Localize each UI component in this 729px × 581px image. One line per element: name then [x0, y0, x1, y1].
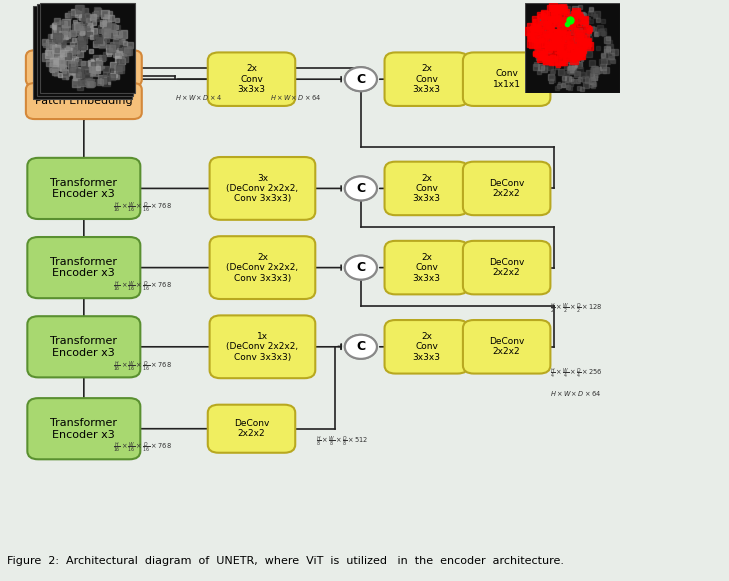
Text: DeConv
2x2x2: DeConv 2x2x2	[234, 419, 269, 439]
Text: Transformer
Encoder x3: Transformer Encoder x3	[50, 178, 117, 199]
FancyBboxPatch shape	[28, 316, 140, 378]
Text: C: C	[356, 261, 365, 274]
Circle shape	[345, 256, 377, 279]
Text: $H\times W\times D\times4$: $H\times W\times D\times4$	[175, 93, 222, 102]
Circle shape	[345, 177, 377, 200]
Text: C: C	[356, 73, 365, 85]
Text: 2x
Conv
3x3x3: 2x Conv 3x3x3	[413, 64, 440, 94]
Text: 2x
(DeConv 2x2x2,
Conv 3x3x3): 2x (DeConv 2x2x2, Conv 3x3x3)	[227, 253, 298, 282]
FancyBboxPatch shape	[208, 52, 295, 106]
FancyBboxPatch shape	[26, 50, 141, 87]
FancyBboxPatch shape	[463, 52, 550, 106]
FancyBboxPatch shape	[463, 241, 550, 295]
Circle shape	[345, 67, 377, 91]
Text: 2x
Conv
3x3x3: 2x Conv 3x3x3	[238, 64, 265, 94]
FancyBboxPatch shape	[384, 162, 468, 215]
Text: $\frac{H}{16}\times\frac{W}{16}\times\frac{D}{16}\times768$: $\frac{H}{16}\times\frac{W}{16}\times\fr…	[113, 201, 171, 215]
FancyBboxPatch shape	[209, 236, 315, 299]
Text: $\frac{H}{16}\times\frac{W}{16}\times\frac{D}{16}\times768$: $\frac{H}{16}\times\frac{W}{16}\times\fr…	[113, 442, 171, 456]
Text: C: C	[356, 340, 365, 353]
Text: Figure  2:  Architectural  diagram  of  UNETR,  where  ViT  is  utilized   in  t: Figure 2: Architectural diagram of UNETR…	[7, 555, 564, 566]
FancyBboxPatch shape	[28, 398, 140, 460]
Text: C: C	[356, 261, 365, 274]
Text: Conv
1x1x1: Conv 1x1x1	[493, 70, 521, 89]
Text: $H\times W\times D\times64$: $H\times W\times D\times64$	[270, 93, 321, 102]
Text: C: C	[356, 73, 365, 85]
Text: DeConv
2x2x2: DeConv 2x2x2	[489, 337, 524, 357]
Text: Transformer
Encoder x3: Transformer Encoder x3	[50, 418, 117, 439]
Circle shape	[345, 335, 377, 359]
FancyBboxPatch shape	[209, 157, 315, 220]
Circle shape	[345, 177, 377, 200]
Text: C: C	[356, 182, 365, 195]
FancyBboxPatch shape	[209, 315, 315, 378]
Circle shape	[345, 256, 377, 279]
FancyBboxPatch shape	[26, 83, 141, 119]
Text: Transformer
Encoder x3: Transformer Encoder x3	[50, 336, 117, 357]
FancyBboxPatch shape	[28, 237, 140, 298]
Text: C: C	[356, 182, 365, 195]
FancyBboxPatch shape	[384, 241, 468, 295]
FancyBboxPatch shape	[384, 52, 468, 106]
Text: DeConv
2x2x2: DeConv 2x2x2	[489, 179, 524, 198]
Text: $\frac{H}{2}\times\frac{W}{2}\times\frac{D}{2}\times128$: $\frac{H}{2}\times\frac{W}{2}\times\frac…	[550, 302, 603, 315]
Text: 2x
Conv
3x3x3: 2x Conv 3x3x3	[413, 253, 440, 282]
Text: 3x
(DeConv 2x2x2,
Conv 3x3x3): 3x (DeConv 2x2x2, Conv 3x3x3)	[227, 174, 298, 203]
Text: 2x
Conv
3x3x3: 2x Conv 3x3x3	[413, 174, 440, 203]
FancyBboxPatch shape	[384, 320, 468, 374]
FancyBboxPatch shape	[463, 162, 550, 215]
Text: Patch Embedding: Patch Embedding	[35, 96, 133, 106]
Text: $\frac{H}{8}\times\frac{W}{8}\times\frac{D}{8}\times512$: $\frac{H}{8}\times\frac{W}{8}\times\frac…	[316, 435, 369, 450]
Text: $\frac{H}{4}\times\frac{W}{4}\times\frac{D}{4}\times256$: $\frac{H}{4}\times\frac{W}{4}\times\frac…	[550, 367, 603, 381]
Text: $\frac{H}{16}\times\frac{W}{16}\times\frac{D}{16}\times768$: $\frac{H}{16}\times\frac{W}{16}\times\fr…	[113, 360, 171, 374]
Text: $H\times W\times D\times64$: $H\times W\times D\times64$	[550, 389, 601, 398]
Circle shape	[345, 67, 377, 91]
FancyBboxPatch shape	[208, 405, 295, 453]
Text: Transformer
Encoder x3: Transformer Encoder x3	[50, 257, 117, 278]
Text: 1x
(DeConv 2x2x2,
Conv 3x3x3): 1x (DeConv 2x2x2, Conv 3x3x3)	[227, 332, 298, 362]
Circle shape	[345, 335, 377, 359]
FancyBboxPatch shape	[463, 320, 550, 374]
Text: DeConv
2x2x2: DeConv 2x2x2	[489, 258, 524, 277]
Text: $\frac{H}{16}\times\frac{W}{16}\times\frac{D}{16}\times768$: $\frac{H}{16}\times\frac{W}{16}\times\fr…	[113, 280, 171, 295]
Text: C: C	[356, 340, 365, 353]
Text: 2x
Conv
3x3x3: 2x Conv 3x3x3	[413, 332, 440, 362]
Text: Linear Projection: Linear Projection	[37, 63, 130, 73]
FancyBboxPatch shape	[28, 158, 140, 219]
